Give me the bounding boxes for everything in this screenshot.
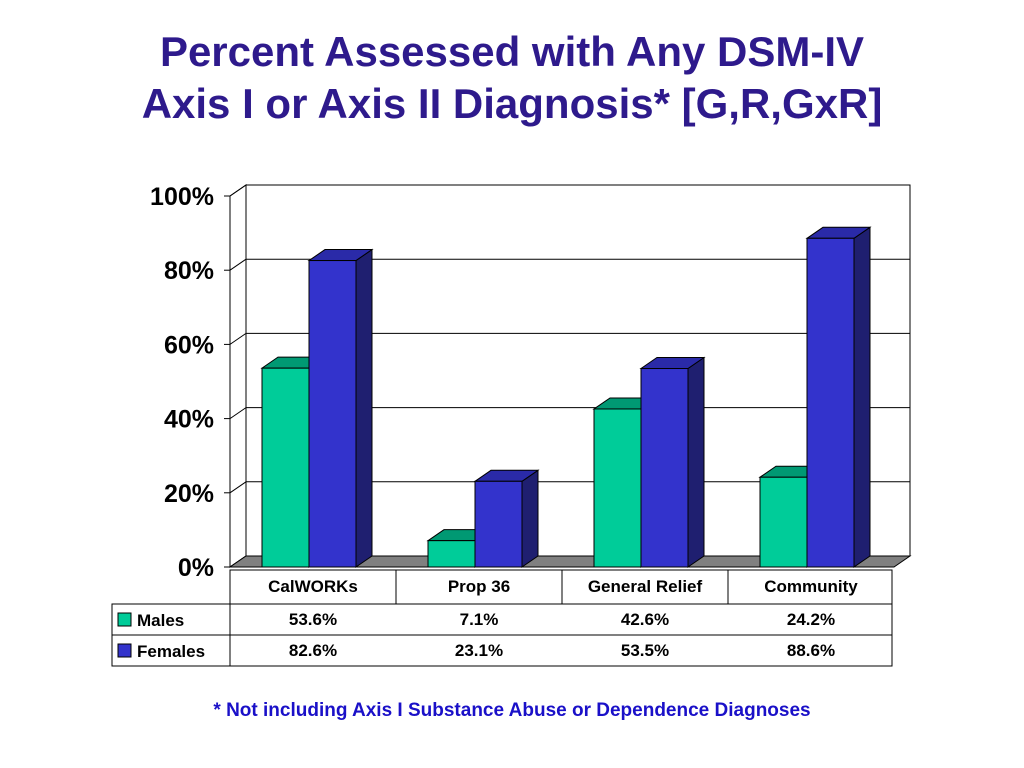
bar-females-2 (639, 356, 706, 568)
bar-front (308, 260, 357, 568)
plot-side-wall (229, 184, 247, 568)
y-tick-label: 60% (164, 331, 214, 359)
bar-side (355, 248, 373, 568)
table-row-females (111, 634, 893, 667)
data-label: 23.1% (455, 641, 503, 660)
data-label: 53.6% (289, 610, 337, 629)
table-header-row (229, 569, 893, 605)
chart-title-line-1: Percent Assessed with Any DSM-IV (159, 28, 865, 75)
bar-females-1 (473, 469, 540, 568)
legend-swatch-females (117, 643, 132, 658)
category-label: General Relief (588, 577, 703, 596)
legend-label: Females (137, 642, 205, 661)
category-label: CalWORKs (268, 577, 358, 596)
y-tick-label: 0% (178, 554, 214, 582)
chart-title: Percent Assessed with Any DSM-IV Axis I … (0, 26, 1024, 130)
data-label: 7.1% (460, 610, 499, 629)
side-gridline (229, 407, 247, 420)
data-label: 24.2% (787, 610, 835, 629)
y-tick-label: 100% (150, 183, 214, 211)
data-label: 88.6% (787, 641, 835, 660)
side-gridline (229, 332, 247, 345)
table-row-males (111, 603, 893, 636)
category-label: Community (764, 577, 858, 596)
y-tick-label: 20% (164, 480, 214, 508)
side-gridline (229, 481, 247, 494)
y-tick-label: 40% (164, 406, 214, 434)
y-tick-label: 80% (164, 257, 214, 285)
side-gridline (229, 184, 247, 197)
data-label: 42.6% (621, 610, 669, 629)
bar-side (687, 356, 705, 568)
bar-front (427, 540, 476, 568)
footnote: * Not including Axis I Substance Abuse o… (213, 700, 811, 721)
bar-front (759, 476, 808, 568)
legend-label: Males (137, 611, 184, 630)
bar-front (261, 367, 310, 568)
bar-front (474, 480, 523, 568)
data-table (111, 569, 893, 667)
side-gridline (229, 258, 247, 271)
bar-females-0 (307, 248, 374, 568)
bar-front (640, 368, 689, 568)
bar-females-3 (805, 226, 872, 568)
data-label: 53.5% (621, 641, 669, 660)
bar-side (521, 469, 539, 568)
bar-side (853, 226, 871, 568)
legend-swatch-males (117, 612, 132, 627)
bar-front (806, 237, 855, 568)
data-label: 82.6% (289, 641, 337, 660)
bar-front (593, 408, 642, 568)
chart-title-line-2: Axis I or Axis II Diagnosis* [G,R,GxR] (141, 80, 883, 127)
category-label: Prop 36 (448, 577, 510, 596)
